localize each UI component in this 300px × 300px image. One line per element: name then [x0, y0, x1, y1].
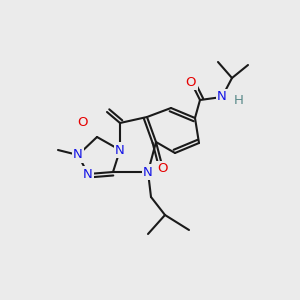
- Text: O: O: [77, 116, 87, 130]
- Text: N: N: [83, 167, 93, 181]
- Text: H: H: [234, 94, 244, 106]
- Text: N: N: [115, 143, 125, 157]
- Text: N: N: [143, 166, 153, 178]
- Text: O: O: [186, 76, 196, 88]
- Text: N: N: [73, 148, 83, 161]
- Text: N: N: [217, 91, 227, 103]
- Text: O: O: [158, 163, 168, 176]
